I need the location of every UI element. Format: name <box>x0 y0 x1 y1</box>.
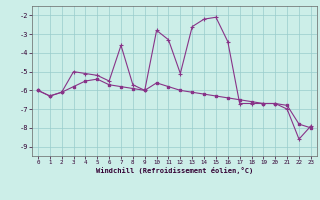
X-axis label: Windchill (Refroidissement éolien,°C): Windchill (Refroidissement éolien,°C) <box>96 167 253 174</box>
